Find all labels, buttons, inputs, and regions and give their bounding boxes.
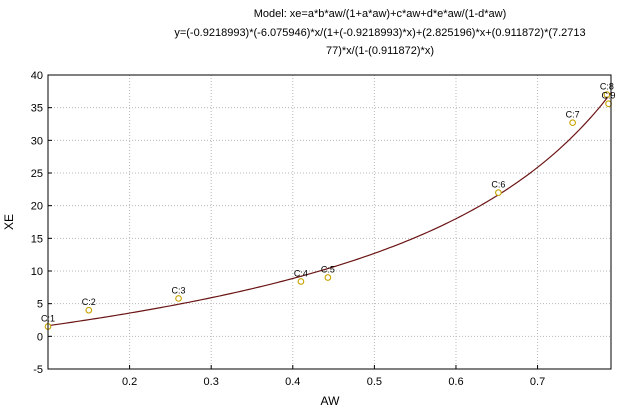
x-tick-label: 0.7 bbox=[530, 376, 545, 388]
x-tick-label: 0.4 bbox=[285, 376, 300, 388]
y-tick-label: 30 bbox=[31, 135, 43, 147]
y-tick-label: 15 bbox=[31, 233, 43, 245]
data-points: C:1C:2C:3C:4 C:5C:6C:7C:8C:9 bbox=[41, 82, 616, 330]
y-axis-label: XE bbox=[2, 214, 16, 230]
y-tick-label: 40 bbox=[31, 70, 43, 82]
chart-title: Model: xe=a*b*aw/(1+a*aw)+c*aw+d*e*aw/(1… bbox=[0, 0, 629, 64]
x-tick-label: 0.2 bbox=[122, 376, 137, 388]
data-point-label: C:4 bbox=[294, 268, 308, 278]
y-tick-label: 0 bbox=[37, 331, 43, 343]
title-line-1: Model: xe=a*b*aw/(1+a*aw)+c*aw+d*e*aw/(1… bbox=[253, 8, 507, 20]
data-point-label: C:2 bbox=[82, 297, 96, 307]
data-point-label: C:5 bbox=[321, 265, 335, 275]
x-tick-label: 0.3 bbox=[204, 376, 219, 388]
x-axis-label: AW bbox=[321, 394, 341, 408]
title-line-2: y=(-0.9218993)*(-6.075946)*x/(1+(-0.9218… bbox=[174, 27, 586, 39]
data-point bbox=[175, 295, 182, 302]
grid bbox=[48, 75, 611, 369]
title-line-3: 77)*x/(1-(0.911872)*x) bbox=[325, 45, 434, 57]
data-point bbox=[495, 189, 502, 196]
data-point bbox=[569, 119, 577, 127]
y-tick-label: 35 bbox=[31, 103, 43, 115]
data-point bbox=[603, 91, 611, 98]
y-tick-label: 5 bbox=[37, 299, 43, 311]
data-point bbox=[85, 306, 93, 314]
data-point bbox=[297, 278, 305, 285]
data-point-label: C:9 bbox=[602, 91, 616, 101]
data-point-label: C:3 bbox=[172, 285, 186, 295]
data-point-label: C:8 bbox=[600, 82, 614, 92]
plot-frame bbox=[47, 74, 612, 370]
y-tick-label: -5 bbox=[33, 364, 43, 376]
x-tick-label: 0.5 bbox=[367, 376, 382, 388]
data-point-label: C:7 bbox=[566, 110, 580, 120]
x-tick-label: 0.6 bbox=[448, 376, 463, 388]
data-point-label: C:6 bbox=[491, 180, 505, 190]
y-tick-label: 20 bbox=[31, 201, 43, 213]
axis-ticks: 0.2 0.3 0.4 0.5 0.6 0.7 -5 0 5 10 15 20 25 30 35 40 bbox=[31, 70, 545, 388]
y-tick-label: 10 bbox=[31, 266, 43, 278]
data-point bbox=[324, 274, 332, 281]
y-tick-label: 25 bbox=[31, 168, 43, 180]
fit-curve bbox=[47, 92, 612, 327]
